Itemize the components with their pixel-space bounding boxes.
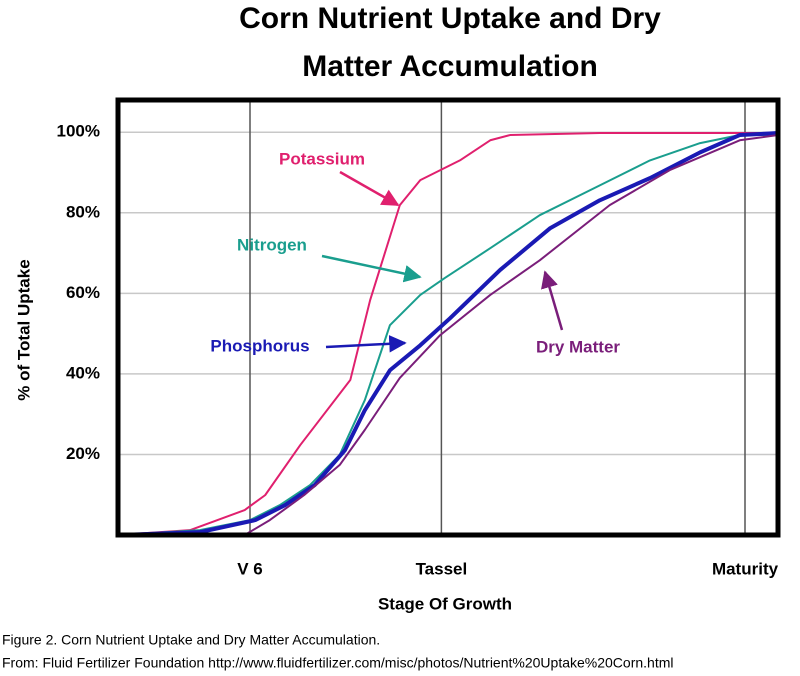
chart-title: Matter Accumulation bbox=[302, 50, 598, 83]
y-tick-label: 80% bbox=[66, 202, 100, 221]
x-axis-label: Stage Of Growth bbox=[378, 594, 512, 613]
annotation-arrow bbox=[321, 254, 422, 283]
series-label: Potassium bbox=[279, 149, 365, 168]
y-tick-label: 40% bbox=[66, 363, 100, 382]
y-tick-label: 20% bbox=[66, 444, 100, 463]
series-line bbox=[244, 134, 779, 536]
series-label: Phosphorus bbox=[210, 336, 309, 355]
series-line bbox=[117, 132, 778, 536]
x-tick-label: Tassel bbox=[416, 559, 468, 578]
y-tick-label: 100% bbox=[57, 122, 100, 141]
annotation-arrow bbox=[325, 335, 407, 353]
x-tick-label: V 6 bbox=[237, 559, 263, 578]
y-tick-label: 60% bbox=[66, 283, 100, 302]
y-axis-label: % of Total Uptake bbox=[14, 259, 33, 400]
caption: From: Fluid Fertilizer Foundation http:/… bbox=[2, 655, 673, 671]
plot-frame bbox=[115, 97, 781, 538]
series-label: Dry Matter bbox=[536, 337, 620, 356]
x-tick-label: Maturity bbox=[712, 559, 779, 578]
annotation-arrow bbox=[541, 270, 564, 331]
series-label: Nitrogen bbox=[237, 235, 307, 254]
series-line bbox=[117, 134, 778, 536]
annotation-arrow bbox=[339, 170, 400, 207]
chart-title: Corn Nutrient Uptake and Dry bbox=[239, 2, 661, 35]
series-line bbox=[117, 131, 779, 537]
caption: Figure 2. Corn Nutrient Uptake and Dry M… bbox=[2, 632, 380, 648]
